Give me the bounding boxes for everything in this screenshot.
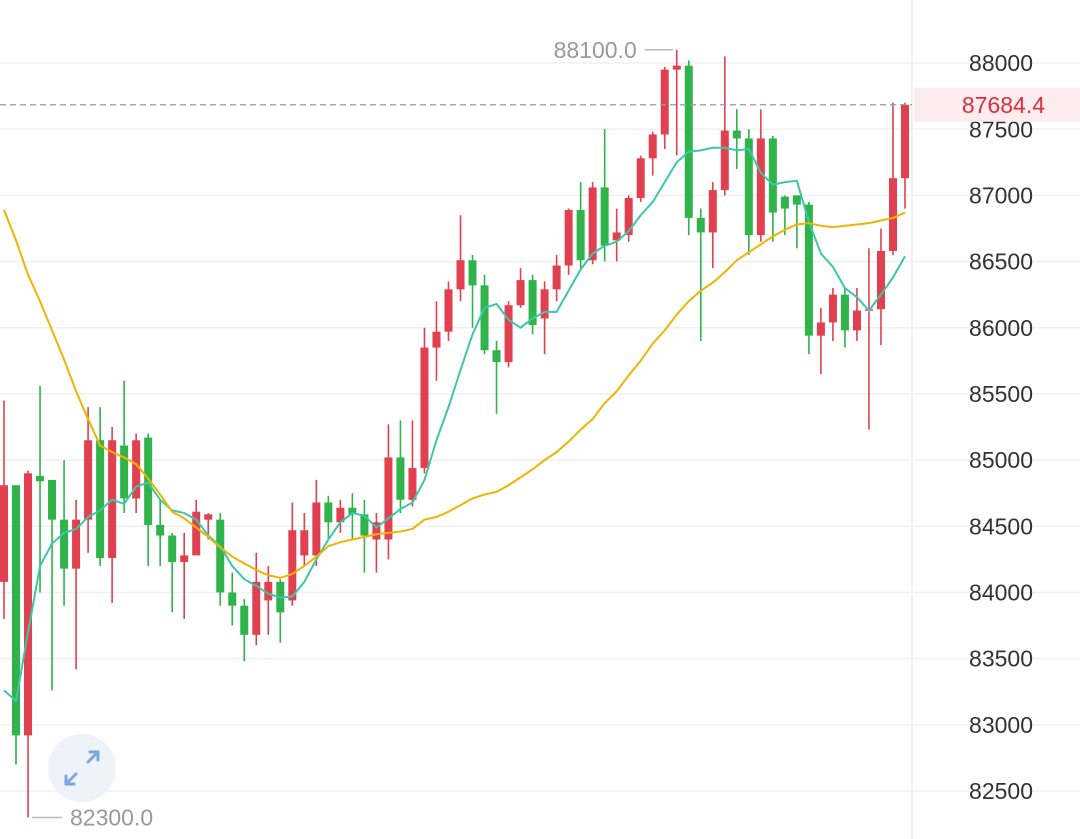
candle-body: [240, 605, 249, 635]
candle-body: [396, 457, 405, 500]
last-price-box: [914, 87, 1080, 122]
candle-body: [180, 555, 189, 563]
candle-body: [168, 535, 177, 563]
ma-line: [3, 209, 906, 579]
expand-icon[interactable]: [64, 750, 100, 786]
y-tick-label: 87000: [969, 182, 1033, 208]
candle-body: [24, 473, 33, 736]
y-tick-label: 86500: [969, 249, 1033, 275]
candle-body: [852, 310, 861, 331]
y-tick-label: 83500: [969, 646, 1033, 672]
candle-body: [360, 514, 369, 536]
candle-body: [780, 196, 789, 209]
candle-body: [708, 190, 717, 233]
candle-body: [468, 260, 477, 286]
candle-body: [792, 195, 801, 205]
candle-body: [756, 138, 765, 236]
candle-body: [156, 524, 165, 536]
expand-button[interactable]: [48, 734, 116, 802]
candle-body: [624, 198, 633, 236]
candle-body: [540, 289, 549, 319]
candle-body: [0, 485, 8, 582]
candle-body: [420, 347, 429, 469]
candle-body: [504, 305, 513, 363]
candle-body: [444, 289, 453, 332]
last-price-label: 87684.4: [962, 92, 1045, 118]
y-tick-label: 83000: [969, 712, 1033, 738]
expand-button-bg[interactable]: [48, 734, 116, 802]
candle-body: [60, 519, 69, 569]
candle-body: [744, 138, 753, 236]
candle-body: [672, 65, 681, 70]
candle-body: [312, 502, 321, 556]
candle-body: [600, 187, 609, 246]
candle-body: [612, 232, 621, 241]
candle-body: [576, 209, 585, 261]
candle-body: [264, 581, 273, 601]
candle-body: [492, 350, 501, 363]
candle-body: [528, 280, 537, 326]
candle-body: [348, 507, 357, 515]
candle-body: [588, 187, 597, 261]
y-tick-label: 86000: [969, 315, 1033, 341]
candle-body: [228, 592, 237, 606]
candle-body: [732, 130, 741, 139]
candle-body: [408, 468, 417, 500]
candle-body: [720, 130, 729, 191]
candle-body: [816, 322, 825, 336]
candle-body: [828, 294, 837, 323]
candle-body: [96, 440, 105, 559]
y-tick-label: 84500: [969, 513, 1033, 539]
candle-body: [840, 294, 849, 331]
candle-body: [84, 440, 93, 520]
candle-body: [384, 457, 393, 540]
candle-body: [132, 440, 141, 499]
candle-body: [216, 519, 225, 593]
grid: [0, 62, 1080, 792]
candle-body: [804, 204, 813, 336]
y-tick-label: 88000: [969, 50, 1033, 76]
candle-body: [144, 437, 153, 525]
candle-body: [120, 445, 129, 499]
y-tick-label: 84000: [969, 580, 1033, 606]
min-label: 82300.0: [70, 805, 153, 831]
candle-body: [768, 138, 777, 213]
candle-body: [564, 209, 573, 266]
candle-body: [684, 65, 693, 218]
candle-body: [432, 331, 441, 348]
candle-body: [636, 158, 645, 199]
candle-body: [480, 285, 489, 351]
candle-body: [648, 134, 657, 159]
candle-body: [696, 217, 705, 233]
candle-body: [336, 507, 345, 523]
candle-body: [456, 260, 465, 290]
candle-body: [300, 530, 309, 556]
candle-body: [12, 485, 21, 736]
y-tick-label: 85000: [969, 447, 1033, 473]
candle-body: [372, 522, 381, 540]
candle-body: [204, 514, 213, 520]
candle-body: [252, 581, 261, 635]
candle-body: [192, 511, 201, 556]
candle-body: [660, 69, 669, 135]
candle-body: [288, 530, 297, 601]
ma-line: [3, 146, 906, 703]
candle-body: [48, 479, 57, 520]
candle-body: [516, 280, 525, 306]
candle-body: [36, 475, 45, 482]
max-label: 88100.0: [554, 37, 637, 63]
candle-body: [901, 104, 909, 179]
candle-body: [72, 519, 81, 569]
candle-body: [324, 502, 333, 523]
y-tick-label: 85500: [969, 381, 1033, 407]
y-tick-label: 82500: [969, 778, 1033, 804]
candle-body: [888, 178, 897, 251]
candle-body: [876, 250, 885, 310]
candle-body: [552, 265, 561, 290]
